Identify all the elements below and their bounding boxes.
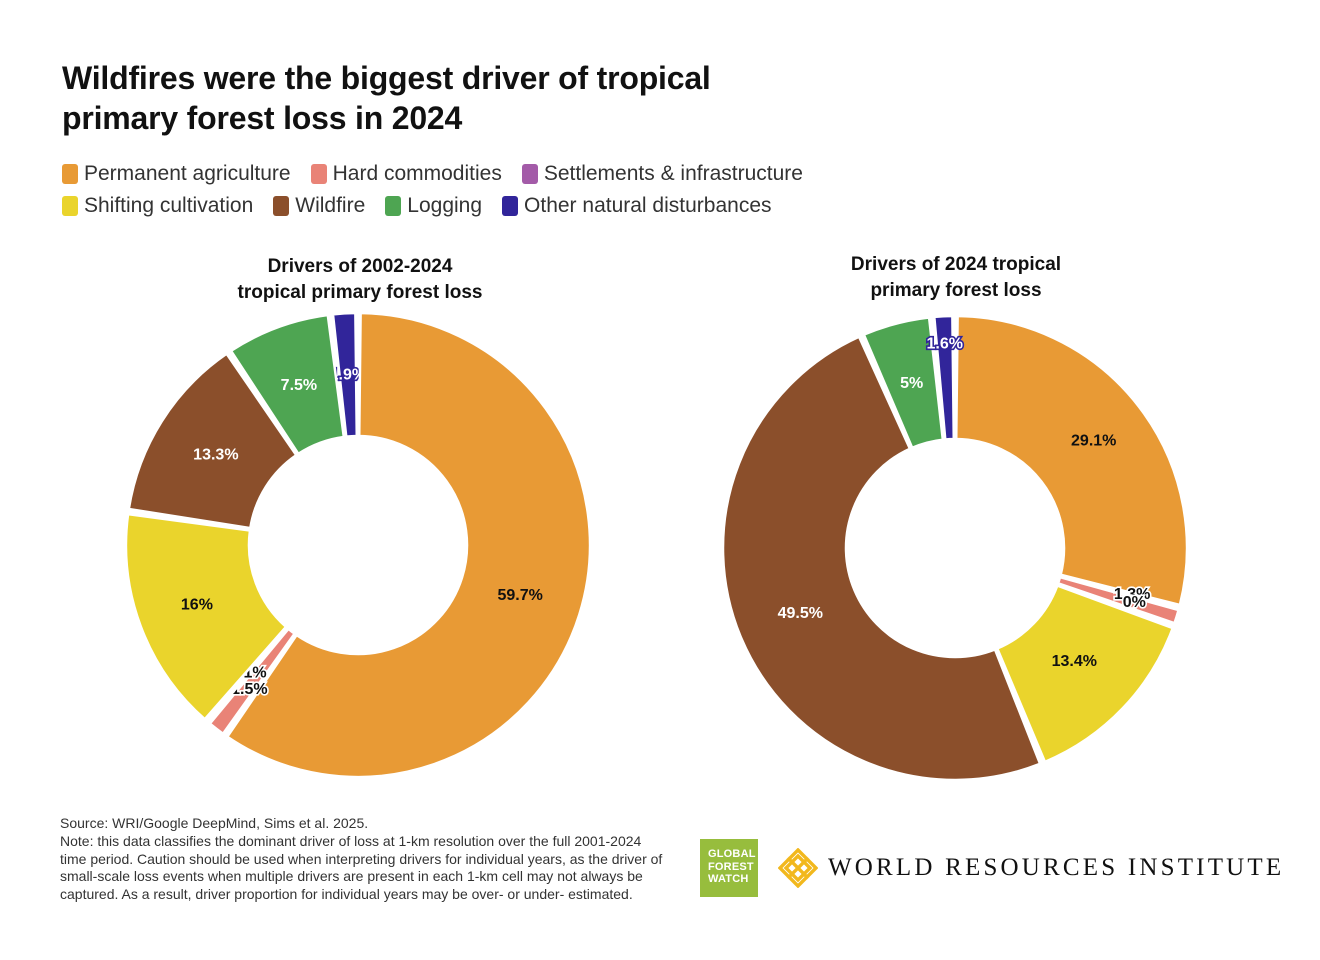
- donut-1-label-logging: 7.5%: [281, 377, 317, 394]
- legend-swatch: [62, 196, 78, 216]
- legend-item-permanent-agriculture: Permanent agriculture: [62, 162, 291, 186]
- legend-label: Shifting cultivation: [84, 194, 254, 217]
- donut-1-label-permanent-agriculture: 59.7%: [497, 587, 542, 604]
- legend-label: Permanent agriculture: [84, 162, 291, 185]
- donut-1-slice-settlements-infrastructure: [205, 626, 289, 724]
- legend-item-settlements: Settlements & infrastructure: [521, 162, 803, 186]
- donut-2-label-wildfire: 49.5%: [778, 605, 823, 622]
- legend-swatch: [273, 196, 290, 216]
- legend-label: Settlements & infrastructure: [543, 162, 803, 185]
- donut-1-slice-shifting-cultivation: [124, 512, 288, 721]
- donut-2-title: Drivers of 2024 tropical primary forest …: [786, 252, 1126, 303]
- donut-1-slice-logging: [229, 313, 346, 456]
- legend-item-logging: Logging: [385, 194, 482, 218]
- donut-1-title-line1: Drivers of 2002-2024: [267, 256, 453, 277]
- legend-label: Hard commodities: [332, 162, 502, 185]
- donut-1: 1.9%59.7%1.5%0.1%16%13.3%7.5%: [124, 311, 592, 779]
- legend-item-hard-commodities: Hard commodities: [310, 162, 502, 186]
- source-text: Source: WRI/Google DeepMind, Sims et al.…: [60, 815, 369, 831]
- legend: Permanent agriculture Hard commodities S…: [62, 158, 962, 222]
- legend-swatch: [310, 164, 327, 184]
- wri-logo-text: WORLD RESOURCES INSTITUTE: [828, 854, 1285, 881]
- wri-logo-icon: [778, 848, 818, 888]
- donut-2-label-permanent-agriculture: 29.1%: [1071, 433, 1116, 450]
- donut-2-slice-hard-commodities: [1056, 575, 1180, 625]
- donut-2-label-other-natural-disturbances: 1.6%: [927, 335, 963, 352]
- donut-1-slice-other-natural-disturbances: [331, 311, 359, 438]
- donut-2: 29.1% 1.3%0% 13.4% 49.5% 5% 1.6%: [721, 314, 1189, 782]
- gfw-logo: GLOBAL FOREST WATCH: [700, 839, 758, 897]
- donut-1-title-line2: tropical primary forest loss: [237, 281, 483, 303]
- donut-2-slice-logging: [862, 316, 945, 450]
- note-text: Note: this data classifies the dominant …: [60, 832, 663, 903]
- footer-note: Source: WRI/Google DeepMind, Sims et al.…: [60, 815, 670, 904]
- legend-item-wildfire: Wildfire: [273, 194, 365, 218]
- donut-2-slice-permanent-agriculture: [954, 314, 1189, 607]
- gfw-logo-line1: GLOBAL: [708, 848, 756, 860]
- donut-1-label-shifting-cultivation: 16%: [181, 597, 213, 614]
- legend-row-2: Shifting cultivation Wildfire Logging Ot…: [62, 190, 962, 222]
- legend-swatch: [502, 196, 519, 216]
- donut-1-slice-wildfire: [127, 352, 298, 530]
- legend-swatch: [521, 164, 538, 184]
- donut-2-slice-other-natural-disturbances: [933, 314, 956, 441]
- donut-2-slice-wildfire: [721, 335, 1042, 782]
- donut-2-label-settlements-infrastructure: 0%: [1123, 594, 1146, 611]
- donut-2-title-line2: primary forest loss: [870, 279, 1042, 301]
- legend-swatch: [385, 196, 402, 216]
- donut-2-slice-shifting-cultivation: [996, 584, 1174, 764]
- chart-title: Wildfires were the biggest driver of tro…: [62, 60, 711, 137]
- donut-1-title: Drivers of 2002-2024 tropical primary fo…: [190, 254, 530, 305]
- gfw-logo-line3: WATCH: [708, 873, 749, 886]
- donut-1-slice-hard-commodities: [208, 627, 296, 735]
- legend-label: Wildfire: [295, 194, 366, 217]
- donut-2-label-shifting-cultivation: 13.4%: [1052, 653, 1097, 670]
- donut-2-label-logging: 5%: [900, 375, 923, 392]
- legend-swatch: [62, 164, 78, 184]
- legend-label: Other natural disturbances: [524, 194, 772, 217]
- legend-row-1: Permanent agriculture Hard commodities S…: [62, 158, 962, 190]
- donut-2-label-hard-commodities: 1.3%: [1114, 586, 1150, 603]
- legend-label: Logging: [407, 194, 483, 217]
- gfw-logo-line2: FOREST: [708, 860, 754, 873]
- donut-1-slice-permanent-agriculture: [226, 311, 592, 779]
- legend-item-other-natural: Other natural disturbances: [502, 194, 772, 218]
- donut-2-title-line1: Drivers of 2024 tropical: [850, 254, 1062, 275]
- donut-1-label-other-natural-disturbances: 1.9%: [330, 367, 366, 384]
- legend-item-shifting-cultivation: Shifting cultivation: [62, 194, 253, 218]
- donut-1-label-wildfire: 13.3%: [193, 447, 238, 464]
